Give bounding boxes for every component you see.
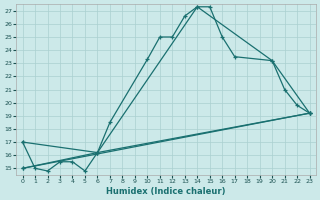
X-axis label: Humidex (Indice chaleur): Humidex (Indice chaleur) [106,187,226,196]
